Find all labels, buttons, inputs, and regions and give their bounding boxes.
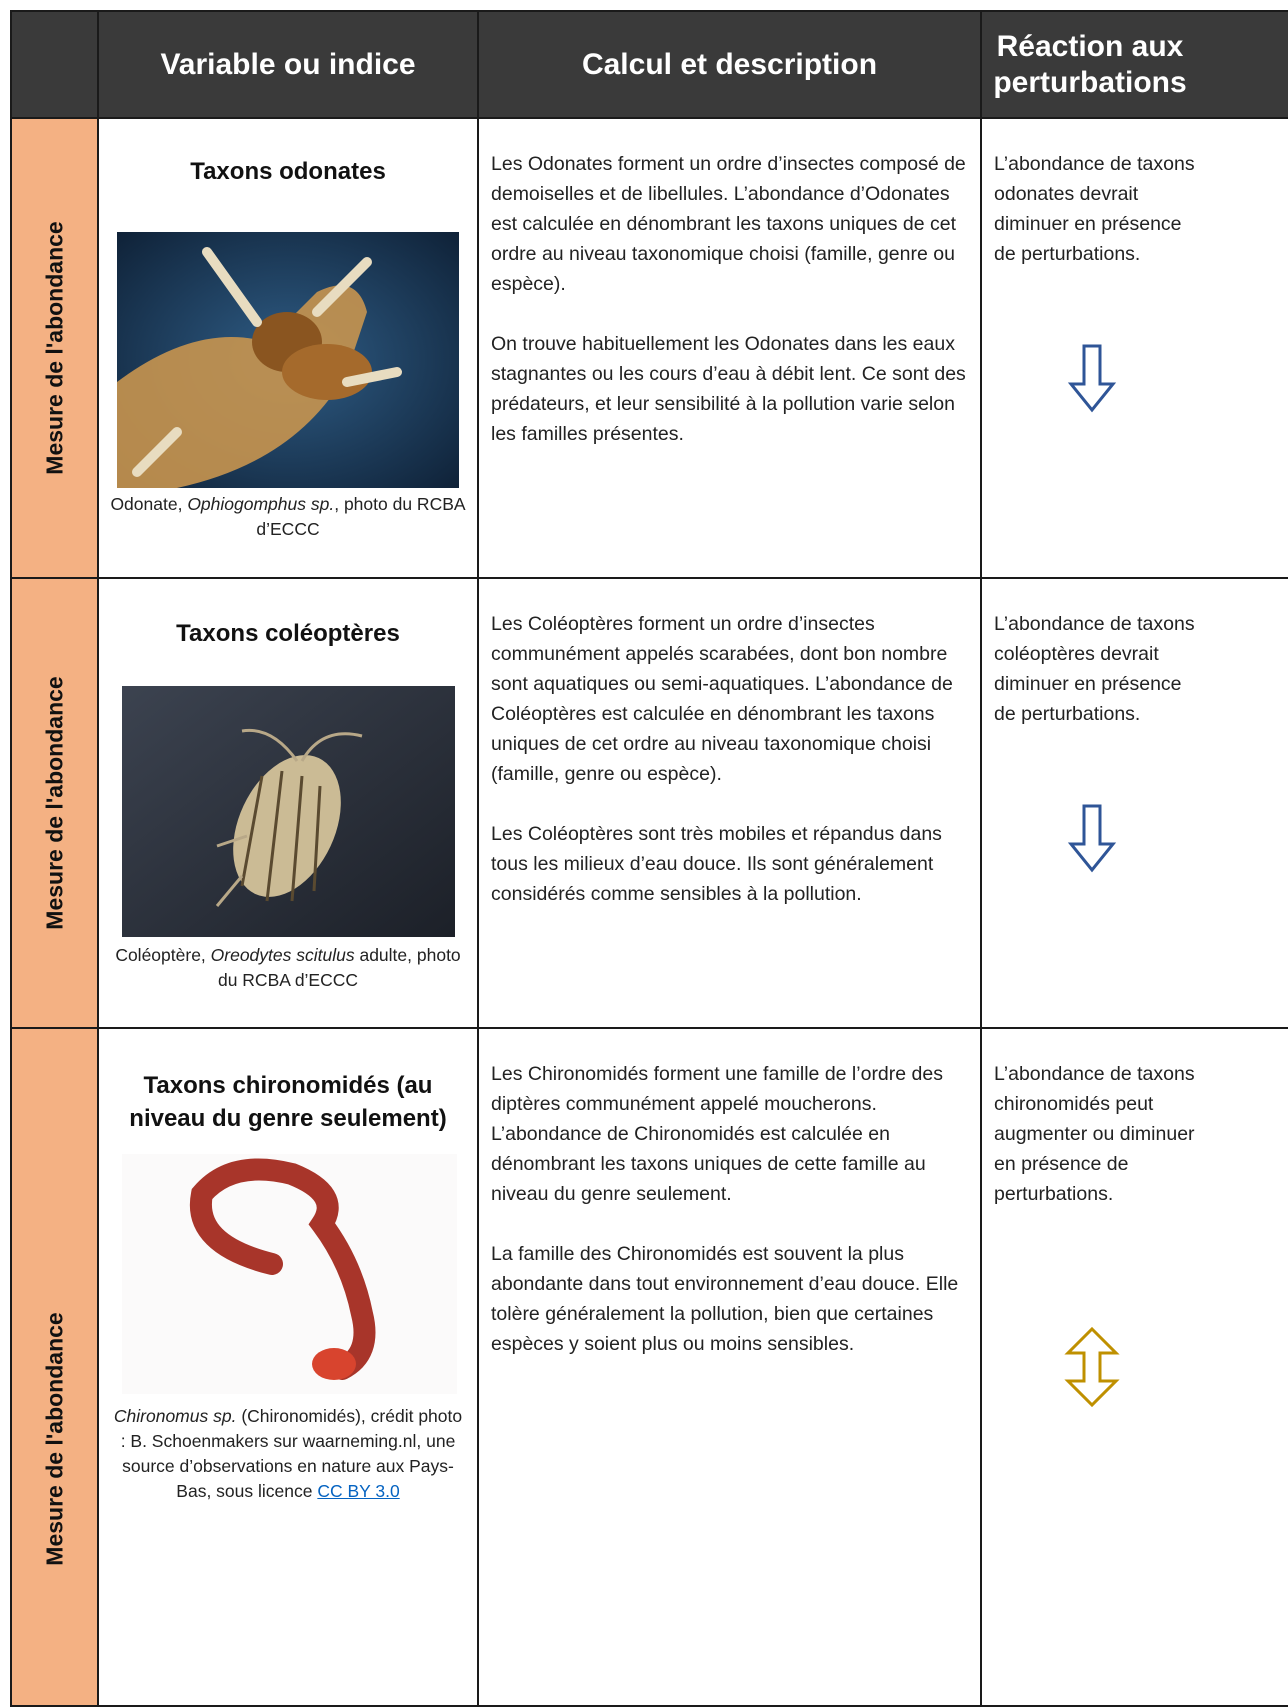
description-paragraph: La famille des Chironomidés est souvent … bbox=[491, 1243, 959, 1355]
caption-species: Ophiogomphus sp. bbox=[187, 494, 335, 514]
caption-species: Chironomus sp. bbox=[113, 1406, 237, 1426]
description-cell: Les Chironomidés forment une famille de … bbox=[477, 1027, 982, 1707]
reaction-text: L’abondance de taxons odonates devrait d… bbox=[994, 153, 1195, 265]
variable-title: Taxons odonates bbox=[190, 158, 386, 185]
variable-title: Taxons chironomidés (au niveau du genre … bbox=[129, 1072, 447, 1132]
description-paragraph: Les Coléoptères sont très mobiles et rép… bbox=[491, 823, 942, 905]
header-cell: Réaction aux perturbations bbox=[980, 10, 1288, 119]
header-cell: Variable ou indice bbox=[97, 10, 479, 119]
caption-text: , photo du RCBA d’ECCC bbox=[256, 494, 466, 539]
caption-text: Odonate, bbox=[110, 494, 188, 514]
row-category: Mesure de l'abondance bbox=[10, 577, 99, 1029]
caption-text: Coléoptère, bbox=[115, 945, 211, 965]
category-text: Mesure de l'abondance bbox=[41, 676, 67, 930]
header-corner bbox=[10, 10, 99, 119]
photo-odonate bbox=[117, 232, 459, 488]
row-category: Mesure de l'abondance bbox=[10, 1027, 99, 1707]
photo-caption: Chironomus sp. (Chironomidés), crédit ph… bbox=[107, 1404, 469, 1504]
header-text: Calcul et description bbox=[581, 47, 878, 81]
variable-cell: Taxons coléoptères Coléoptère, Oreodytes… bbox=[97, 577, 479, 1029]
reaction-cell: L’abondance de taxons coléoptères devrai… bbox=[980, 577, 1288, 1029]
category-text: Mesure de l'abondance bbox=[41, 1312, 67, 1566]
photo-coleoptere bbox=[122, 686, 455, 937]
arrow-down bbox=[1067, 804, 1117, 873]
category-text: Mesure de l'abondance bbox=[41, 221, 67, 475]
reaction-text: L’abondance de taxons chironomidés peut … bbox=[994, 1063, 1195, 1205]
variable-cell: Taxons odonates Odonate, Ophiogomphus sp… bbox=[97, 117, 479, 579]
header-text: Variable ou indice bbox=[160, 47, 416, 81]
photo-caption: Coléoptère, Oreodytes scitulus adulte, p… bbox=[107, 943, 469, 993]
reaction-cell: L’abondance de taxons odonates devrait d… bbox=[980, 117, 1288, 579]
photo-chironomus bbox=[122, 1154, 457, 1394]
caption-text: adulte, photo du RCBA d’ECCC bbox=[217, 945, 461, 990]
description-paragraph: Les Coléoptères forment un ordre d’insec… bbox=[491, 613, 953, 785]
row-category: Mesure de l'abondance bbox=[10, 117, 99, 579]
header-cell: Calcul et description bbox=[477, 10, 982, 119]
caption-text: (Chironomidés), crédit photo : B. Schoen… bbox=[120, 1406, 463, 1501]
description-cell: Les Odonates forment un ordre d’insectes… bbox=[477, 117, 982, 579]
license-link[interactable]: CC BY 3.0 bbox=[317, 1481, 400, 1501]
reaction-text: L’abondance de taxons coléoptères devrai… bbox=[994, 613, 1195, 725]
arrow-up-down bbox=[1064, 1327, 1120, 1407]
description-paragraph: Les Chironomidés forment une famille de … bbox=[491, 1063, 943, 1205]
variable-cell: Taxons chironomidés (au niveau du genre … bbox=[97, 1027, 479, 1707]
header-text: Réaction aux perturbations bbox=[993, 29, 1187, 99]
description-cell: Les Coléoptères forment un ordre d’insec… bbox=[477, 577, 982, 1029]
reaction-cell: L’abondance de taxons chironomidés peut … bbox=[980, 1027, 1288, 1707]
caption-species: Oreodytes scitulus bbox=[210, 945, 355, 965]
arrow-down bbox=[1067, 344, 1117, 413]
variable-title: Taxons coléoptères bbox=[176, 620, 400, 647]
photo-caption: Odonate, Ophiogomphus sp., photo du RCBA… bbox=[107, 492, 469, 542]
description-paragraph: On trouve habituellement les Odonates da… bbox=[491, 333, 966, 445]
description-paragraph: Les Odonates forment un ordre d’insectes… bbox=[491, 153, 966, 295]
